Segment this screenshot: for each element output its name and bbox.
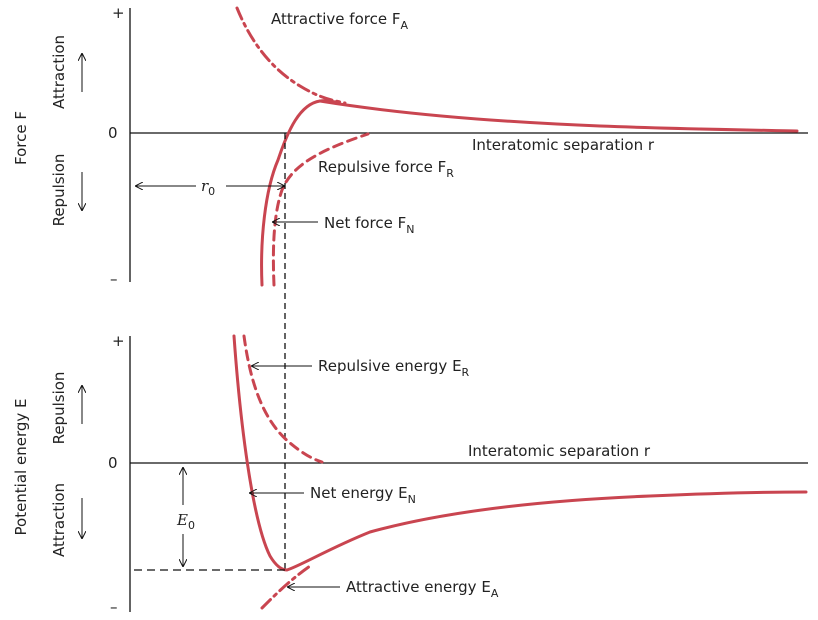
net-force-tail-curve (318, 99, 799, 133)
force-panel: + 0 – Force F Attraction Repulsion Attra… (12, 4, 808, 288)
force-attraction-label: Attraction (50, 35, 68, 109)
attractive-force-curve (235, 6, 347, 105)
svg-text:r0: r0 (201, 177, 215, 198)
force-plus-label: + (112, 4, 125, 22)
energy-zero-label: 0 (108, 454, 118, 472)
energy-y-axis-title: Potential energy E (12, 399, 30, 536)
net-energy-label: Net energy EN (250, 484, 416, 506)
energy-repulsion-label: Repulsion (50, 372, 68, 445)
force-x-axis-title: Interatomic separation r (472, 136, 655, 154)
svg-text:Net energy EN: Net energy EN (310, 484, 416, 506)
force-minus-label: – (110, 270, 118, 288)
energy-plus-label: + (112, 332, 125, 350)
force-repulsion-label: Repulsion (50, 154, 68, 227)
attractive-energy-curve (260, 564, 312, 610)
energy-attraction-label: Attraction (50, 483, 68, 557)
repulsive-force-label: Repulsive force FR (318, 158, 454, 180)
repulsive-energy-curve (242, 334, 324, 464)
svg-text:Attractive force FA: Attractive force FA (271, 10, 408, 32)
force-zero-label: 0 (108, 124, 118, 142)
r0-dimension: r0 (136, 177, 284, 198)
svg-text:Repulsive energy ER: Repulsive energy ER (318, 357, 470, 379)
svg-text:Net force FN: Net force FN (324, 214, 415, 236)
net-force-label: Net force FN (273, 214, 415, 236)
repulsive-force-curve (271, 132, 370, 287)
e0-dimension: E0 (134, 468, 285, 571)
net-force-curve (260, 99, 337, 287)
attractive-energy-label: Attractive energy EA (288, 578, 499, 600)
svg-text:E0: E0 (176, 511, 195, 532)
attractive-force-label: Attractive force FA (271, 10, 408, 32)
svg-text:Attractive energy EA: Attractive energy EA (346, 578, 499, 600)
energy-minus-label: – (110, 598, 118, 616)
energy-panel: + 0 – Potential energy E Repulsion Attra… (12, 332, 808, 616)
net-energy-curve (232, 334, 808, 572)
svg-text:Repulsive force FR: Repulsive force FR (318, 158, 454, 180)
force-y-axis-title: Force F (12, 111, 30, 165)
repulsive-energy-label: Repulsive energy ER (252, 357, 470, 379)
energy-x-axis-title: Interatomic separation r (468, 442, 651, 460)
